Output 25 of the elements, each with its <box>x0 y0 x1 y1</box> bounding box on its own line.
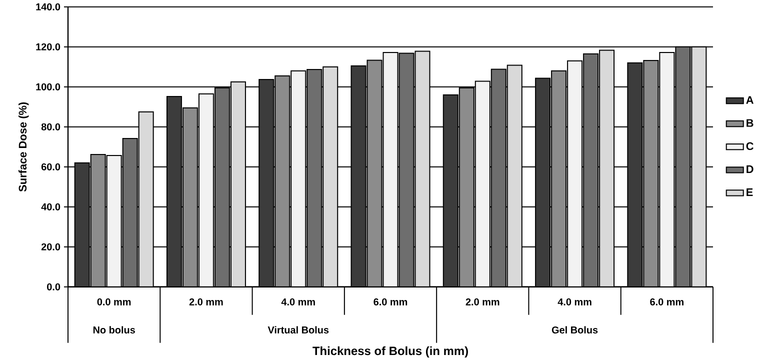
y-tick-label: 20.0 <box>41 243 60 250</box>
y-tick-label: 80.0 <box>41 123 60 130</box>
x-tick-label: 4.0 mm <box>281 298 315 306</box>
x-tick-label: 6.0 mm <box>650 298 684 306</box>
y-tick-label: 40.0 <box>41 203 60 210</box>
legend-label: D <box>746 165 754 174</box>
text: No bolus <box>93 326 135 334</box>
y-tick-label: 100.0 <box>36 83 60 90</box>
x-axis-title: Thickness of Bolus (in mm) <box>312 346 468 358</box>
x-tick-label: 2.0 mm <box>189 298 223 306</box>
x-tick-label: 0.0 mm <box>97 298 131 306</box>
x-tick-label: 2.0 mm <box>466 298 500 306</box>
y-tick-label: 140.0 <box>36 3 60 10</box>
text: Gel Bolus <box>552 326 598 334</box>
y-tick-label: 120.0 <box>36 43 60 50</box>
y-axis-title: Surface Dose (%) <box>18 102 29 192</box>
x-tick-label: 6.0 mm <box>374 298 408 306</box>
legend-label: B <box>746 119 754 127</box>
x-tick-label: 4.0 mm <box>558 298 592 306</box>
y-tick-label: 60.0 <box>41 163 60 170</box>
text: Virtual Bolus <box>268 326 329 334</box>
legend-label: C <box>746 142 754 150</box>
legend-label: A <box>746 96 754 104</box>
y-tick-label: 0.0 <box>47 283 60 290</box>
legend-label: E <box>746 188 753 196</box>
